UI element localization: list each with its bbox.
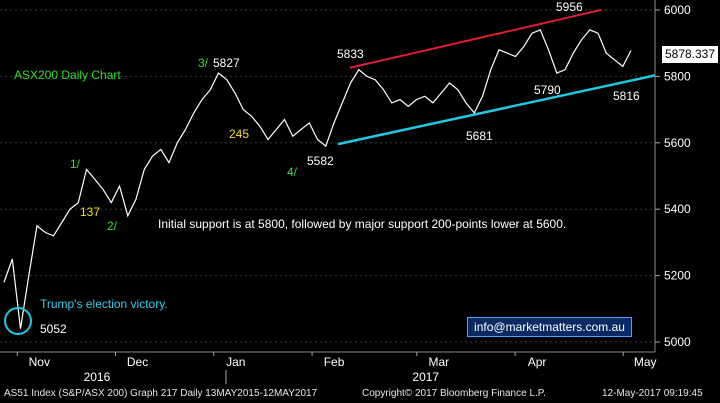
series-line [3,29,632,329]
footer-bar: AS51 Index (S&P/ASX 200) Graph 217 Daily… [0,384,720,403]
x-tick-label: Feb [324,355,345,369]
label-137: 137 [80,205,101,219]
y-tick-label: 5800 [664,69,691,83]
election-circle [4,307,32,335]
y-tick-label: 5400 [664,202,691,216]
x-year-label: 2016 [84,370,111,384]
footer-right: 12-May-2017 09:19:45 [602,388,703,399]
wave2-label: 2/ [107,219,118,233]
x-tick-label: Apr [528,355,547,369]
x-year-label: 2017 [412,370,439,384]
y-tick-label: 6000 [664,3,691,17]
x-axis: Nov Dec Jan Feb Mar Apr May 2016 2017 [0,351,657,384]
support-trendline [337,74,656,146]
wave1-label: 1/ [70,157,81,171]
trump-label: Trump's election victory. [40,297,168,311]
footer-center: Copyright© 2017 Bloomberg Finance L.P. [362,388,546,399]
y-tick-label: 5200 [664,269,691,283]
label-5827: 5827 [213,56,240,70]
x-tick-label: Jan [226,355,245,369]
label-5681: 5681 [466,129,493,143]
y-tick-label: 5600 [664,136,691,150]
resistance-trendline [349,8,602,69]
footer-left: AS51 Index (S&P/ASX 200) Graph 217 Daily… [4,388,318,399]
grid [0,9,655,343]
x-tick-label: Mar [429,355,450,369]
x-tick-label: Dec [127,355,148,369]
chart-title: ASX200 Daily Chart [14,68,121,82]
low-5052-label: 5052 [40,322,67,336]
wave4-label: 4/ [287,165,298,179]
wave3-label: 3/ [198,56,209,70]
label-5816: 5816 [613,89,640,103]
x-tick-label: May [634,355,657,369]
label-5582: 5582 [307,154,334,168]
y-tick-label: 5000 [664,335,691,349]
label-5833: 5833 [337,47,364,61]
email-box: info@marketmatters.com.au [467,317,632,337]
last-price-badge: 5878.337 [662,46,718,63]
label-5790: 5790 [534,83,561,97]
label-5956: 5956 [556,0,583,14]
support-note: Initial support is at 5800, followed by … [158,217,567,231]
y-axis: 6000 5800 5600 5400 5200 5000 [654,0,691,352]
label-245: 245 [229,127,250,141]
x-tick-label: Nov [29,355,50,369]
trend-lines [337,8,656,146]
